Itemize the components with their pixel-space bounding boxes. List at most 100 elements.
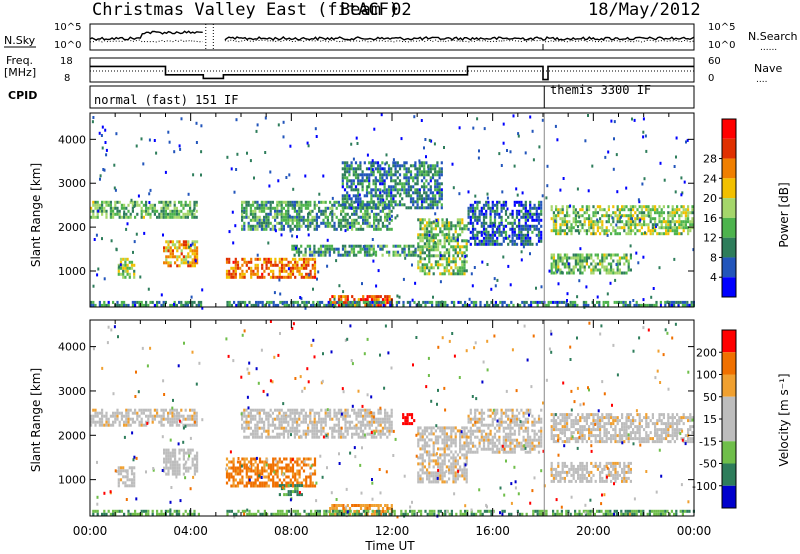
heatmap-noise-cell xyxy=(92,116,95,119)
heatmap-cell xyxy=(423,167,426,171)
heatmap-cell xyxy=(581,265,584,269)
heatmap-cell xyxy=(359,298,363,302)
heatmap-cell xyxy=(489,218,492,222)
heatmap-cell xyxy=(450,224,453,228)
heatmap-cell xyxy=(431,300,434,304)
heatmap-cell xyxy=(380,300,383,304)
heatmap-cell xyxy=(117,272,120,276)
heatmap-cell xyxy=(579,253,582,257)
heatmap-cell xyxy=(167,206,170,210)
heatmap-cell xyxy=(392,179,395,183)
heatmap-cell xyxy=(579,229,582,233)
heatmap-cell xyxy=(412,250,415,254)
heatmap-cell xyxy=(239,300,242,304)
heatmap-cell xyxy=(511,239,514,243)
heatmap-cell xyxy=(329,206,332,210)
heatmap-cell xyxy=(352,247,356,251)
heatmap-cell xyxy=(482,203,486,207)
heatmap-cell xyxy=(361,185,364,189)
heatmap-cell xyxy=(178,457,181,461)
heatmap-cell xyxy=(180,215,183,219)
heatmap-cell xyxy=(331,209,334,213)
heatmap-cell xyxy=(359,414,362,418)
heatmap-cell xyxy=(274,224,277,228)
heatmap-cell xyxy=(555,223,558,227)
heatmap-noise-cell xyxy=(473,266,476,269)
heatmap-cell xyxy=(540,233,543,237)
heatmap-cell xyxy=(173,203,176,207)
heatmap-cell xyxy=(634,217,637,221)
heatmap-noise-cell xyxy=(492,223,495,227)
heatmap-cell xyxy=(311,435,314,439)
heatmap-noise-cell xyxy=(659,161,662,165)
heatmap-cell xyxy=(126,475,129,479)
heatmap-cell xyxy=(665,223,668,227)
heatmap-cell xyxy=(417,245,420,249)
heatmap-cell xyxy=(678,223,681,227)
heatmap-cell xyxy=(601,262,604,266)
heatmap-cell xyxy=(550,217,553,221)
heatmap-cell xyxy=(520,242,523,246)
heatmap-cell xyxy=(555,214,558,218)
heatmap-cell xyxy=(365,194,369,198)
heatmap-cell xyxy=(536,300,539,304)
heatmap-cell xyxy=(563,217,566,221)
heatmap-cell xyxy=(337,250,340,254)
heatmap-cell xyxy=(351,227,354,231)
heatmap-cell xyxy=(302,432,305,436)
heatmap-cell xyxy=(261,303,264,307)
heatmap-cell xyxy=(193,215,196,219)
heatmap-cell xyxy=(439,453,442,457)
heatmap-cell xyxy=(125,411,128,415)
heatmap-cell xyxy=(656,211,659,215)
heatmap-noise-cell xyxy=(132,250,134,254)
heatmap-cell xyxy=(101,408,104,412)
heatmap-cell xyxy=(507,221,510,225)
heatmap-cell xyxy=(109,206,112,210)
heatmap-cell xyxy=(337,253,340,257)
heatmap-cell xyxy=(386,295,389,299)
heatmap-cell xyxy=(574,262,577,266)
heatmap-cell xyxy=(263,269,266,273)
heatmap-cell xyxy=(341,197,344,201)
heatmap-cell xyxy=(245,463,248,467)
heatmap-noise-cell xyxy=(441,300,443,304)
heatmap-cell xyxy=(547,303,550,307)
heatmap-cell xyxy=(122,266,125,270)
heatmap-cell xyxy=(572,220,575,224)
heatmap-cell xyxy=(434,188,437,192)
heatmap-cell xyxy=(392,161,395,165)
heatmap-cell xyxy=(632,208,635,212)
heatmap-cell xyxy=(94,414,97,418)
heatmap-cell xyxy=(452,224,455,228)
heatmap-cell xyxy=(261,472,264,476)
heatmap-cell xyxy=(432,426,435,430)
heatmap-cell xyxy=(445,239,448,243)
heatmap-cell xyxy=(504,233,508,237)
heatmap-cell xyxy=(125,423,128,427)
heatmap-cell xyxy=(256,269,259,273)
heatmap-cell xyxy=(249,432,252,436)
heatmap-cell xyxy=(383,182,386,186)
heatmap-cell xyxy=(274,457,277,461)
heatmap-cell xyxy=(370,253,373,257)
heatmap-cell xyxy=(123,300,126,304)
heatmap-cell xyxy=(241,200,244,204)
heatmap-noise-cell xyxy=(333,297,336,301)
heatmap-cell xyxy=(390,176,393,180)
heatmap-cell xyxy=(427,173,430,177)
heatmap-cell xyxy=(265,266,268,270)
heatmap-cell xyxy=(293,215,296,219)
heatmap-cell xyxy=(120,414,123,418)
heatmap-cell xyxy=(318,420,321,424)
heatmap-cell xyxy=(169,460,172,464)
heatmap-cell xyxy=(662,220,665,224)
heatmap-cell xyxy=(398,179,402,183)
heatmap-cell xyxy=(431,173,435,177)
heatmap-cell xyxy=(443,242,446,246)
heatmap-cell xyxy=(640,226,643,230)
heatmap-cell xyxy=(581,214,584,218)
heatmap-cell xyxy=(292,303,295,307)
heatmap-cell xyxy=(333,504,336,507)
heatmap-cell xyxy=(385,170,388,174)
